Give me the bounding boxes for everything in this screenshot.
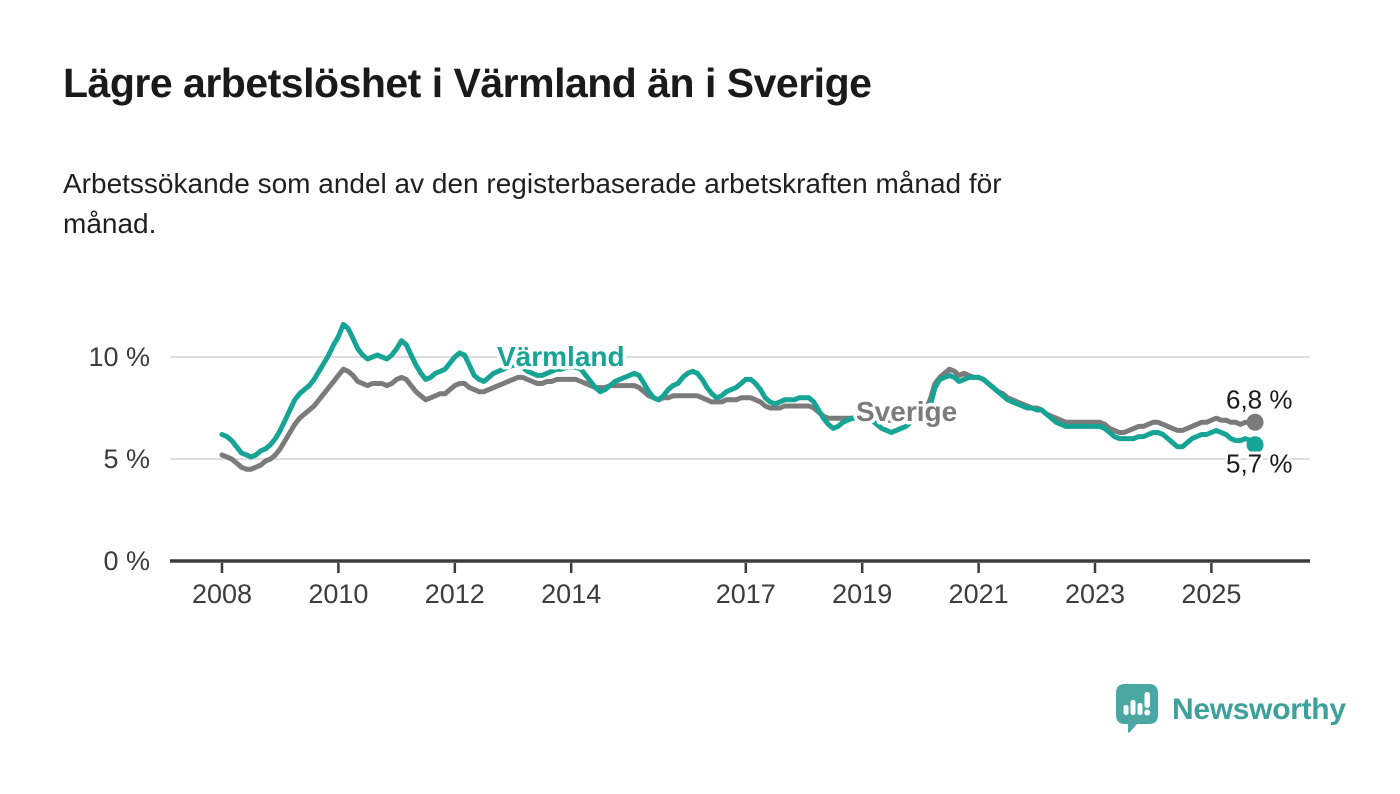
x-tick-label-2010: 2010 (308, 579, 368, 609)
end-dot-värmland (1246, 436, 1264, 454)
series-label-värmland: Värmland (497, 341, 625, 372)
line-sverige (219, 366, 1258, 472)
x-tick-label-2025: 2025 (1181, 579, 1241, 609)
speech-bubble-shape (1116, 683, 1158, 733)
line-värmland (219, 321, 1258, 460)
x-tick-label-2008: 2008 (192, 579, 252, 609)
newsworthy-logo: Newsworthy (1115, 683, 1346, 734)
x-tick-label-2014: 2014 (541, 579, 601, 609)
chart-title: Lägre arbetslöshet i Värmland än i Sveri… (63, 60, 872, 106)
x-tick-label-2019: 2019 (832, 579, 892, 609)
x-tick-label-2012: 2012 (425, 579, 485, 609)
end-dot-sverige (1246, 413, 1264, 431)
end-value-label-värmland: 5,7 % (1226, 449, 1293, 479)
y-tick-label-5: 5 % (103, 444, 150, 474)
x-tick-label-2023: 2023 (1065, 579, 1125, 609)
x-tick-label-2021: 2021 (949, 579, 1009, 609)
y-tick-label-0: 0 % (103, 546, 150, 576)
newsworthy-wordmark: Newsworthy (1172, 693, 1346, 726)
newsworthy-icon (1115, 683, 1159, 738)
series-label-sverige: Sverige (856, 396, 957, 427)
y-tick-label-10: 10 % (88, 342, 150, 372)
end-value-label-sverige: 6,8 % (1226, 384, 1293, 414)
x-tick-label-2017: 2017 (716, 579, 776, 609)
chart-subtitle: Arbetssökande som andel av den registerb… (63, 168, 1002, 239)
